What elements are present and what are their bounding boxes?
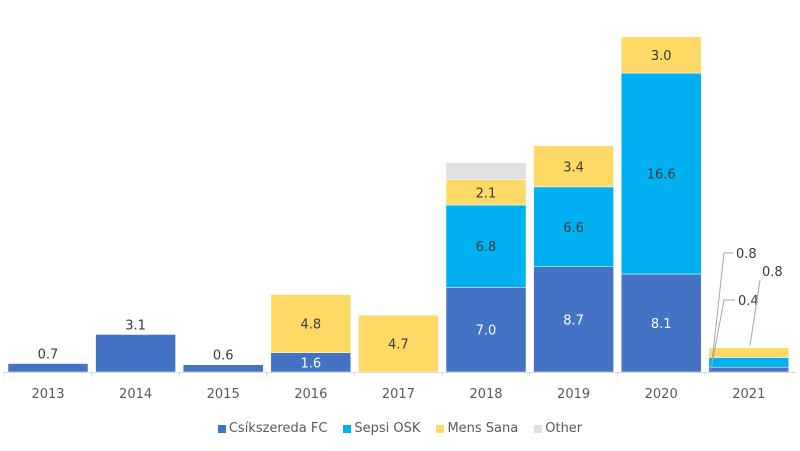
bar-segment — [708, 347, 790, 358]
callout-line — [749, 279, 761, 346]
x-tick-label: 2019 — [557, 387, 590, 402]
data-label: 6.6 — [563, 221, 584, 236]
x-tick-label: 2016 — [294, 387, 327, 402]
data-label: 4.8 — [300, 318, 321, 333]
callouts-layer: 0.40.80.8 — [710, 247, 783, 370]
data-label: 3.4 — [563, 160, 584, 175]
data-label: 16.6 — [647, 168, 676, 183]
bar-segment — [533, 266, 614, 373]
data-label: 3.1 — [125, 318, 146, 333]
data-label: 8.7 — [563, 313, 584, 328]
legend-item: Csíkszereda FC — [217, 421, 328, 436]
bar-segment — [445, 162, 527, 180]
x-tick-label: 2018 — [469, 387, 502, 402]
stacked-bar-chart: 2013 2014 2015 2016 2017 2018 2019 2020 2021 0.7… — [3, 36, 796, 402]
legend-swatch — [534, 424, 543, 433]
legend-item: Sepsi OSK — [343, 421, 420, 436]
legend-label: Mens Sana — [447, 421, 519, 436]
data-label: 2.1 — [476, 186, 497, 201]
x-tick-label: 2013 — [31, 387, 64, 402]
data-label: 0.8 — [736, 247, 757, 262]
bar-segment — [182, 364, 264, 373]
x-tick-label: 2021 — [732, 387, 765, 402]
data-label: 6.8 — [476, 240, 497, 255]
callout-line — [711, 252, 733, 363]
bar-segment — [95, 334, 176, 373]
legend-label: Other — [545, 421, 583, 436]
legend-item: Mens Sana — [436, 421, 518, 436]
x-tick-label: 2017 — [382, 387, 415, 402]
data-label: 4.7 — [388, 338, 409, 353]
bar-segment — [533, 186, 614, 267]
bar-segment — [7, 363, 89, 373]
bar-segment — [620, 273, 702, 373]
x-tick-label: 2015 — [207, 387, 240, 402]
legend-swatch — [217, 424, 226, 433]
data-label: 0.6 — [213, 349, 234, 364]
data-label: 7.0 — [476, 324, 497, 339]
x-axis: 2013 2014 2015 2016 2017 2018 2019 2020 2021 — [3, 372, 796, 402]
legend: Csíkszereda FC Sepsi OSK Mens Sana Other — [0, 421, 800, 436]
bar-segment — [358, 314, 439, 373]
bar-segment — [620, 36, 702, 74]
bar-segment — [445, 204, 527, 288]
bar-segment — [270, 294, 352, 353]
bar-segment — [445, 287, 527, 373]
legend-item: Other — [534, 421, 582, 436]
data-labels-layer: 0.7 3.1 0.6 1.6 4.8 4.7 7.0 6.8 2.1 8.7 6.6 3.4 8.1 1… — [38, 49, 676, 371]
bar-segment — [708, 357, 790, 368]
bar-segment — [708, 366, 790, 373]
data-label: 3.0 — [651, 49, 672, 64]
x-tick-label: 2020 — [645, 387, 678, 402]
legend-label: Csíkszereda FC — [228, 421, 328, 436]
data-label: 0.8 — [762, 265, 783, 280]
legend-swatch — [436, 424, 445, 433]
bars-layer — [7, 36, 790, 373]
data-label: 0.7 — [38, 348, 59, 363]
legend-label: Sepsi OSK — [354, 421, 421, 436]
data-label: 0.4 — [738, 294, 759, 309]
bar-segment — [620, 72, 702, 275]
data-label: 1.6 — [300, 356, 321, 371]
bar-segment — [533, 145, 614, 188]
legend-swatch — [343, 424, 352, 433]
callout-line — [710, 299, 735, 370]
bar-segment — [445, 179, 527, 206]
x-tick-label: 2014 — [119, 387, 152, 402]
data-label: 8.1 — [651, 317, 672, 332]
